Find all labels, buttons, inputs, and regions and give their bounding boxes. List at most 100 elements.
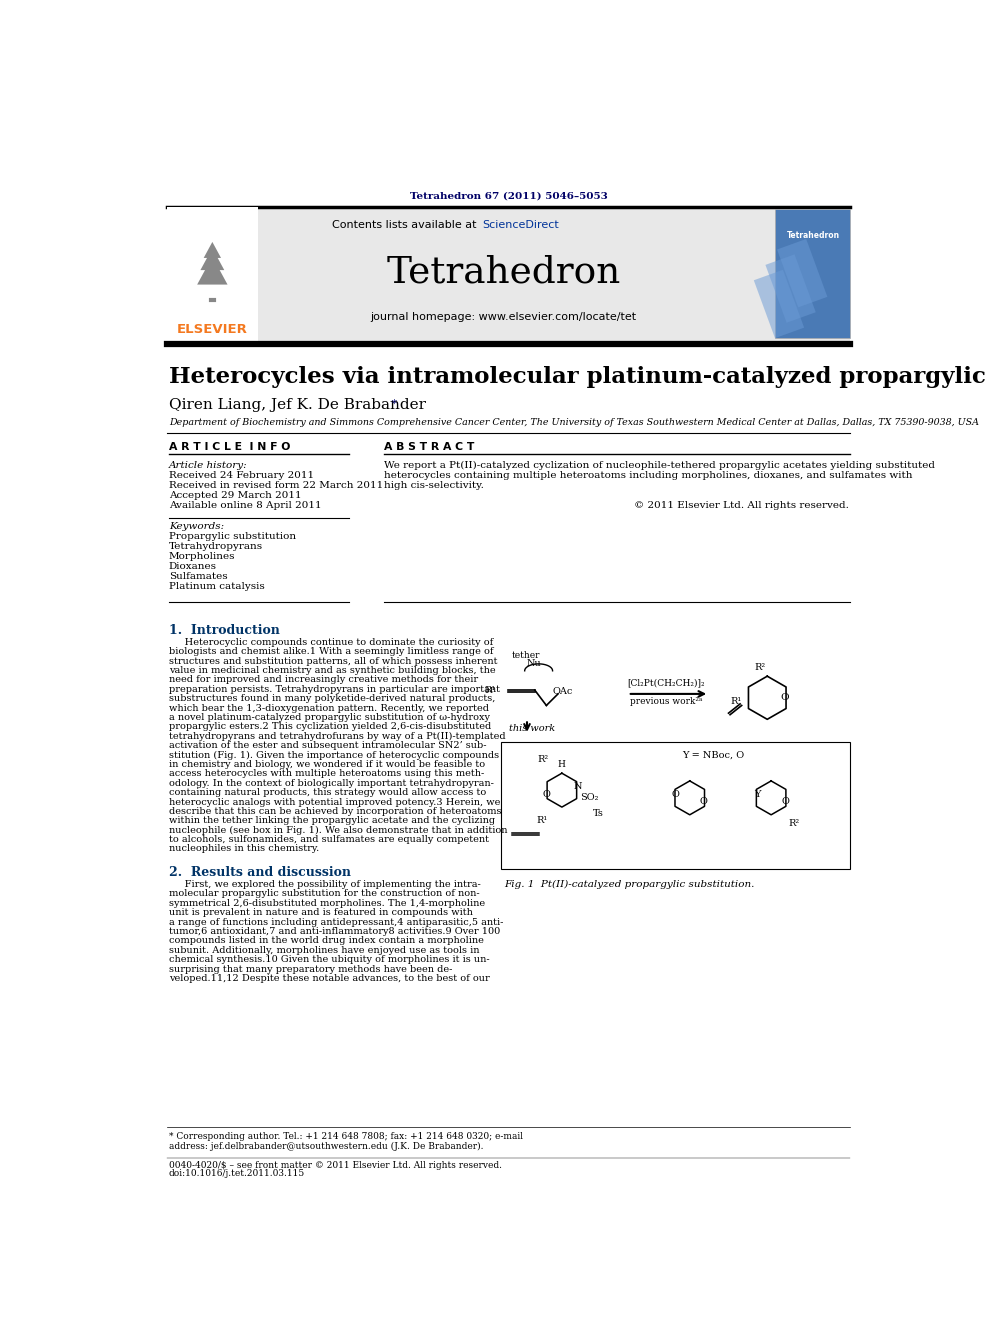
Text: doi:10.1016/j.tet.2011.03.115: doi:10.1016/j.tet.2011.03.115 xyxy=(169,1170,306,1177)
Text: A B S T R A C T: A B S T R A C T xyxy=(384,442,474,451)
Text: H: H xyxy=(558,761,565,770)
Text: this work: this work xyxy=(509,724,556,733)
Text: subunit. Additionally, morpholines have enjoyed use as tools in: subunit. Additionally, morpholines have … xyxy=(169,946,479,955)
Text: 1.  Introduction: 1. Introduction xyxy=(169,623,280,636)
Text: a range of functions including antidepressant,4 antiparasitic,5 anti-: a range of functions including antidepre… xyxy=(169,918,503,926)
Text: tumor,6 antioxidant,7 and anti-inflammatory8 activities.9 Over 100: tumor,6 antioxidant,7 and anti-inflammat… xyxy=(169,927,500,937)
Text: Sulfamates: Sulfamates xyxy=(169,572,227,581)
Text: 0040-4020/$ – see front matter © 2011 Elsevier Ltd. All rights reserved.: 0040-4020/$ – see front matter © 2011 El… xyxy=(169,1160,502,1170)
Text: * Corresponding author. Tel.: +1 214 648 7808; fax: +1 214 648 0320; e-mail: * Corresponding author. Tel.: +1 214 648… xyxy=(169,1132,523,1142)
Text: describe that this can be achieved by incorporation of heteroatoms: describe that this can be achieved by in… xyxy=(169,807,501,816)
Text: Available online 8 April 2011: Available online 8 April 2011 xyxy=(169,501,321,509)
Bar xyxy=(501,742,850,869)
Text: activation of the ester and subsequent intramolecular SN2’ sub-: activation of the ester and subsequent i… xyxy=(169,741,486,750)
Text: Ts: Ts xyxy=(593,808,604,818)
Text: R²: R² xyxy=(537,755,548,763)
Text: value in medicinal chemistry and as synthetic building blocks, the: value in medicinal chemistry and as synt… xyxy=(169,665,496,675)
Text: 2.  Results and discussion: 2. Results and discussion xyxy=(169,865,351,878)
Text: chemical synthesis.10 Given the ubiquity of morpholines it is un-: chemical synthesis.10 Given the ubiquity… xyxy=(169,955,490,964)
Text: compounds listed in the world drug index contain a morpholine: compounds listed in the world drug index… xyxy=(169,937,484,946)
Text: O: O xyxy=(781,798,789,806)
Text: within the tether linking the propargylic acetate and the cyclizing: within the tether linking the propargyli… xyxy=(169,816,495,826)
Text: unit is prevalent in nature and is featured in compounds with: unit is prevalent in nature and is featu… xyxy=(169,909,473,917)
Text: in chemistry and biology, we wondered if it would be feasible to: in chemistry and biology, we wondered if… xyxy=(169,759,485,769)
Text: Received 24 February 2011: Received 24 February 2011 xyxy=(169,471,314,480)
Text: Tetrahedron 67 (2011) 5046–5053: Tetrahedron 67 (2011) 5046–5053 xyxy=(410,192,607,200)
Text: high cis-selectivity.: high cis-selectivity. xyxy=(384,480,483,490)
Text: molecular propargylic substitution for the construction of non-: molecular propargylic substitution for t… xyxy=(169,889,479,898)
Text: a novel platinum-catalyzed propargylic substitution of ω-hydroxy: a novel platinum-catalyzed propargylic s… xyxy=(169,713,490,722)
Text: Keywords:: Keywords: xyxy=(169,521,224,531)
Text: nucleophile (see box in Fig. 1). We also demonstrate that in addition: nucleophile (see box in Fig. 1). We also… xyxy=(169,826,508,835)
Text: to alcohols, sulfonamides, and sulfamates are equally competent: to alcohols, sulfonamides, and sulfamate… xyxy=(169,835,489,844)
Text: O: O xyxy=(672,790,680,799)
Text: heterocyclic analogs with potential improved potency.3 Herein, we: heterocyclic analogs with potential impr… xyxy=(169,798,500,807)
Text: We report a Pt(II)-catalyzed cyclization of nucleophile-tethered propargylic ace: We report a Pt(II)-catalyzed cyclization… xyxy=(384,460,934,470)
Text: Morpholines: Morpholines xyxy=(169,552,235,561)
Text: surprising that many preparatory methods have been de-: surprising that many preparatory methods… xyxy=(169,964,452,974)
Text: substructures found in many polyketide-derived natural products,: substructures found in many polyketide-d… xyxy=(169,695,495,704)
Bar xyxy=(167,206,850,341)
Text: Propargylic substitution: Propargylic substitution xyxy=(169,532,296,541)
Text: Nu: Nu xyxy=(527,659,542,668)
Text: Accepted 29 March 2011: Accepted 29 March 2011 xyxy=(169,491,302,500)
Polygon shape xyxy=(203,242,221,258)
Bar xyxy=(775,209,850,339)
Text: ScienceDirect: ScienceDirect xyxy=(482,220,558,230)
Text: N: N xyxy=(573,782,581,791)
Text: structures and substitution patterns, all of which possess inherent: structures and substitution patterns, al… xyxy=(169,656,497,665)
Text: Received in revised form 22 March 2011: Received in revised form 22 March 2011 xyxy=(169,480,383,490)
Polygon shape xyxy=(200,249,224,270)
Text: R¹: R¹ xyxy=(730,697,742,706)
Text: OAc: OAc xyxy=(553,687,573,696)
Text: Contents lists available at: Contents lists available at xyxy=(332,220,480,230)
Text: symmetrical 2,6-disubstituted morpholines. The 1,4-morpholine: symmetrical 2,6-disubstituted morpholine… xyxy=(169,898,485,908)
Text: O: O xyxy=(699,798,707,806)
Text: R²: R² xyxy=(789,819,800,828)
Text: O: O xyxy=(543,790,551,799)
Text: tether: tether xyxy=(512,651,540,660)
Bar xyxy=(777,239,827,307)
Polygon shape xyxy=(197,257,227,284)
Text: Tetrahydropyrans: Tetrahydropyrans xyxy=(169,541,263,550)
Text: biologists and chemist alike.1 With a seemingly limitless range of: biologists and chemist alike.1 With a se… xyxy=(169,647,493,656)
Text: R²: R² xyxy=(754,663,765,672)
Text: Heterocycles via intramolecular platinum-catalyzed propargylic substitution: Heterocycles via intramolecular platinum… xyxy=(169,365,992,388)
Text: address: jef.delbrabander@utsouthwestern.edu (J.K. De Brabander).: address: jef.delbrabander@utsouthwestern… xyxy=(169,1142,483,1151)
Text: veloped.11,12 Despite these notable advances, to the best of our: veloped.11,12 Despite these notable adva… xyxy=(169,974,490,983)
Text: containing natural products, this strategy would allow access to: containing natural products, this strate… xyxy=(169,789,486,798)
Text: [Cl₂Pt(CH₂CH₂)]₂: [Cl₂Pt(CH₂CH₂)]₂ xyxy=(628,677,705,687)
Text: O: O xyxy=(780,693,789,703)
Text: First, we explored the possibility of implementing the intra-: First, we explored the possibility of im… xyxy=(169,880,481,889)
Text: A R T I C L E  I N F O: A R T I C L E I N F O xyxy=(169,442,291,451)
Text: odology. In the context of biologically important tetrahydropyran-: odology. In the context of biologically … xyxy=(169,779,494,787)
Text: nucleophiles in this chemistry.: nucleophiles in this chemistry. xyxy=(169,844,319,853)
Text: stitution (Fig. 1). Given the importance of heterocyclic compounds: stitution (Fig. 1). Given the importance… xyxy=(169,750,499,759)
Text: tetrahydropyrans and tetrahydrofurans by way of a Pt(II)-templated: tetrahydropyrans and tetrahydrofurans by… xyxy=(169,732,506,741)
Text: ELSEVIER: ELSEVIER xyxy=(177,323,248,336)
Text: Y = NBoc, O: Y = NBoc, O xyxy=(682,751,744,759)
Text: Platinum catalysis: Platinum catalysis xyxy=(169,582,265,590)
Text: Heterocyclic compounds continue to dominate the curiosity of: Heterocyclic compounds continue to domin… xyxy=(169,638,493,647)
Text: access heterocycles with multiple heteroatoms using this meth-: access heterocycles with multiple hetero… xyxy=(169,770,484,778)
Text: which bear the 1,3-dioxygenation pattern. Recently, we reported: which bear the 1,3-dioxygenation pattern… xyxy=(169,704,489,713)
Text: Article history:: Article history: xyxy=(169,460,248,470)
Text: previous work²ᵃ: previous work²ᵃ xyxy=(630,697,702,706)
Text: Dioxanes: Dioxanes xyxy=(169,561,217,570)
Text: preparation persists. Tetrahydropyrans in particular are important: preparation persists. Tetrahydropyrans i… xyxy=(169,685,500,693)
Text: R¹: R¹ xyxy=(485,685,496,695)
Text: Y: Y xyxy=(754,790,761,799)
Bar xyxy=(766,254,815,323)
Text: Department of Biochemistry and Simmons Comprehensive Cancer Center, The Universi: Department of Biochemistry and Simmons C… xyxy=(169,418,979,426)
Text: heterocycles containing multiple heteroatoms including morpholines, dioxanes, an: heterocycles containing multiple heteroa… xyxy=(384,471,912,480)
Bar xyxy=(167,206,258,341)
Text: Tetrahedron: Tetrahedron xyxy=(387,255,621,291)
Text: Fig. 1  Pt(II)-catalyzed propargylic substitution.: Fig. 1 Pt(II)-catalyzed propargylic subs… xyxy=(504,880,754,889)
Text: propargylic esters.2 This cyclization yielded 2,6-cis-disubstituted: propargylic esters.2 This cyclization yi… xyxy=(169,722,491,732)
Text: R¹: R¹ xyxy=(537,816,549,826)
Text: Qiren Liang, Jef K. De Brabander: Qiren Liang, Jef K. De Brabander xyxy=(169,398,426,413)
Text: SO₂: SO₂ xyxy=(579,794,598,802)
Text: *: * xyxy=(388,398,397,409)
Bar xyxy=(754,270,805,339)
Text: Tetrahedron: Tetrahedron xyxy=(787,232,839,241)
